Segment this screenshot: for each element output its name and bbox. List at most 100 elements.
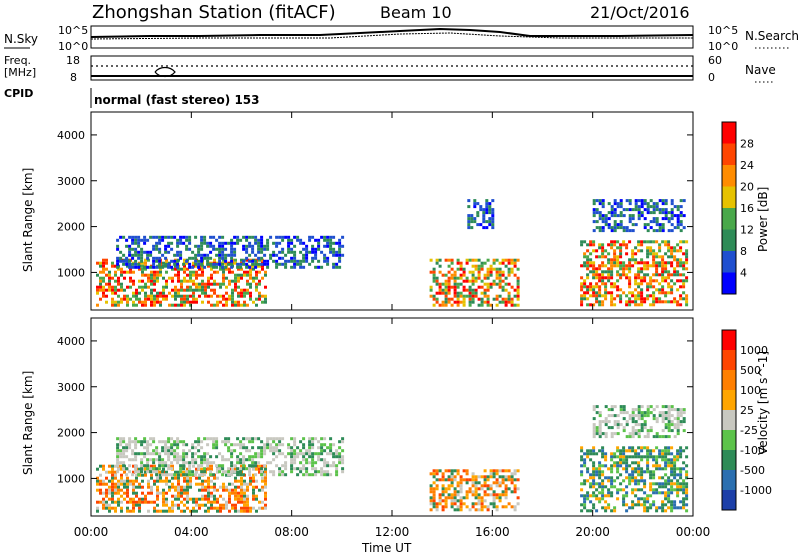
data-cell [182,443,186,447]
data-cell [679,411,683,415]
data-cell [156,273,159,277]
data-cell [171,303,174,307]
data-cell [117,300,120,304]
data-cell [287,244,291,248]
data-cell [218,241,222,245]
data-cell [640,479,644,483]
data-cell [252,279,255,283]
data-cell [619,452,623,456]
data-cell [643,485,647,489]
data-cell [652,473,656,477]
data-cell [120,297,123,301]
data-cell [658,249,662,253]
data-cell [170,235,174,239]
data-cell [595,255,599,259]
data-cell [652,455,656,459]
data-cell [131,235,135,239]
data-cell [299,449,303,453]
data-cell [667,285,671,289]
data-cell [263,253,267,257]
data-cell [685,509,689,513]
data-cell [131,473,135,477]
data-cell [146,253,150,257]
data-cell [144,494,147,498]
data-cell [619,488,623,492]
data-cell [498,484,502,488]
data-cell [108,479,111,483]
data-cell [224,247,228,251]
data-cell [670,506,674,510]
data-cell [667,217,671,221]
data-cell [486,478,490,482]
data-cell [317,470,321,474]
data-cell [233,253,237,257]
data-cell [200,244,204,248]
data-cell [613,252,617,256]
data-cell [237,470,240,474]
data-cell [589,458,593,462]
data-cell [186,267,189,271]
data-cell [604,500,608,504]
data-cell [99,264,102,268]
data-cell [610,455,614,459]
data-cell [102,267,105,271]
data-cell [604,509,608,513]
data-cell [679,297,683,301]
data-cell [191,473,195,477]
data-cell [203,455,207,459]
data-cell [218,259,222,263]
data-cell [622,405,626,409]
data-cell [658,282,662,286]
data-cell [586,449,590,453]
data-cell [111,291,114,295]
data-cell [685,470,689,474]
data-cell [155,458,159,462]
data-cell [111,285,114,289]
data-cell [640,240,644,244]
data-cell [111,467,114,471]
data-cell [652,211,656,215]
data-cell [159,470,162,474]
data-cell [125,467,129,471]
data-cell [287,452,291,456]
data-cell [197,437,201,441]
data-cell [652,500,656,504]
data-cell [580,276,584,280]
data-cell [164,449,168,453]
data-cell [254,461,258,465]
data-cell [177,506,180,510]
data-cell [601,452,605,456]
data-cell [676,226,680,230]
data-cell [138,300,141,304]
data-cell [192,270,195,274]
data-cell [604,223,608,227]
data-cell [583,285,587,289]
data-cell [634,482,638,486]
data-cell [105,258,108,262]
data-cell [467,199,471,203]
data-cell [165,482,168,486]
data-cell [117,267,120,271]
data-cell [320,250,324,254]
x-tick-label: 00:00 [74,525,109,539]
data-cell [131,265,135,269]
data-cell [102,258,105,262]
data-cell [676,458,680,462]
data-cell [637,270,641,274]
data-cell [652,294,656,298]
data-cell [495,282,499,286]
data-cell [323,256,327,260]
data-cell [240,258,243,262]
data-cell [338,256,342,260]
data-cell [293,253,297,257]
data-cell [598,482,602,486]
data-cell [501,475,505,479]
data-cell [429,502,433,506]
data-cell [613,285,617,289]
data-cell [155,473,159,477]
data-cell [168,488,171,492]
data-cell [583,264,587,268]
data-cell [601,494,605,498]
data-cell [135,303,138,307]
